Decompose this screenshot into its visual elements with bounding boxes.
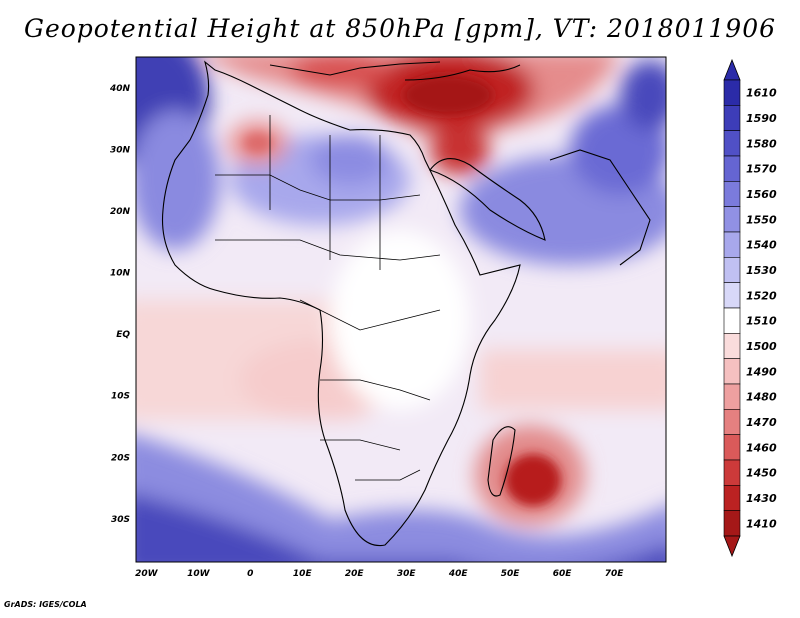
colorbar-swatch-1460 [723,434,741,461]
lon-label-40e: 40E [448,569,469,579]
colorbar-label-1500: 1500 [746,340,777,353]
colorbar-swatch-1410 [723,510,741,537]
colorbar-swatch-1490 [723,358,741,385]
colorbar-swatch-1550 [723,206,741,233]
colorbar-label-1430: 1430 [746,492,777,505]
colorbar-label-1540: 1540 [746,239,777,252]
colorbar-label-1490: 1490 [746,365,777,378]
colorbar-label-1580: 1580 [746,137,777,150]
colorbar-swatch-1500 [723,333,741,359]
colorbar-label-1530: 1530 [746,264,777,277]
colorbar-label-1560: 1560 [746,188,777,201]
lon-label-10e: 10E [293,569,313,579]
lon-label-60e: 60E [553,569,573,579]
lon-label-10w: 10W [187,569,211,579]
colorbar-label-1570: 1570 [746,163,777,176]
colorbar-label-1550: 1550 [746,213,777,226]
colorbar-swatch-1610 [723,79,741,106]
lat-label-30n: 30N [110,145,131,155]
lon-label-50e: 50E [501,569,521,579]
lat-axis-labels: 40N 30N 20N 10N EQ 10S 20S 30S [109,84,131,525]
colorbar-swatch-1560 [723,181,741,207]
colorbar-label-1470: 1470 [746,416,777,429]
colorbar-swatch-1530 [723,257,741,283]
colorbar-label-1510: 1510 [746,315,777,328]
colorbar: 1610 1590 1580 1570 1560 1550 1540 1530 1520 1510… [723,58,777,558]
lat-label-40n: 40N [109,84,131,94]
colorbar-label-1460: 1460 [746,441,777,454]
lat-label-eq: EQ [116,330,130,340]
colorbar-label-1480: 1480 [746,391,777,404]
country-borders [215,115,441,481]
height-field [136,57,666,562]
lon-label-70e: 70E [605,569,625,579]
colorbar-swatch-1470 [723,409,741,435]
colorbar-swatch-1450 [723,459,741,486]
grads-credit: GrADS: IGES/COLA [4,600,87,609]
madagascar-low-core [505,454,561,506]
colorbar-bottom-arrow [723,535,741,558]
lat-label-30s: 30S [111,515,130,525]
lon-axis-labels: 20W 10W 0 10E 20E 30E 40E 50E 60E 70E [135,569,624,579]
lon-label-30e: 30E [397,569,417,579]
lon-label-20w: 20W [135,569,159,579]
colorbar-swatch-1520 [723,282,741,309]
lat-label-20n: 20N [110,207,131,217]
colorbar-label-1590: 1590 [746,112,777,125]
colorbar-swatch-1430 [723,485,741,511]
lat-label-10n: 10N [110,269,131,279]
colorbar-label-1410: 1410 [746,517,777,530]
lon-label-0: 0 [247,569,253,579]
coastlines [161,60,651,547]
lat-label-20s: 20S [111,453,130,463]
lat-label-10s: 10S [111,392,130,402]
colorbar-swatch-1510 [723,307,741,334]
colorbar-swatch-1570 [723,155,741,182]
south-ocean-low [136,435,666,562]
colorbar-top-arrow [723,58,741,81]
chart-title: Geopotential Height at 850hPa [gpm], VT:… [23,14,777,43]
colorbar-swatch-1480 [723,383,741,410]
lon-label-20e: 20E [345,569,365,579]
colorbar-swatch-1590 [723,105,741,131]
colorbar-label-1610: 1610 [746,87,777,100]
colorbar-swatch-1580 [723,130,741,157]
colorbar-label-1520: 1520 [746,289,777,302]
colorbar-swatch-1540 [723,231,741,258]
colorbar-label-1450: 1450 [746,467,777,480]
plot-frame [135,56,667,563]
